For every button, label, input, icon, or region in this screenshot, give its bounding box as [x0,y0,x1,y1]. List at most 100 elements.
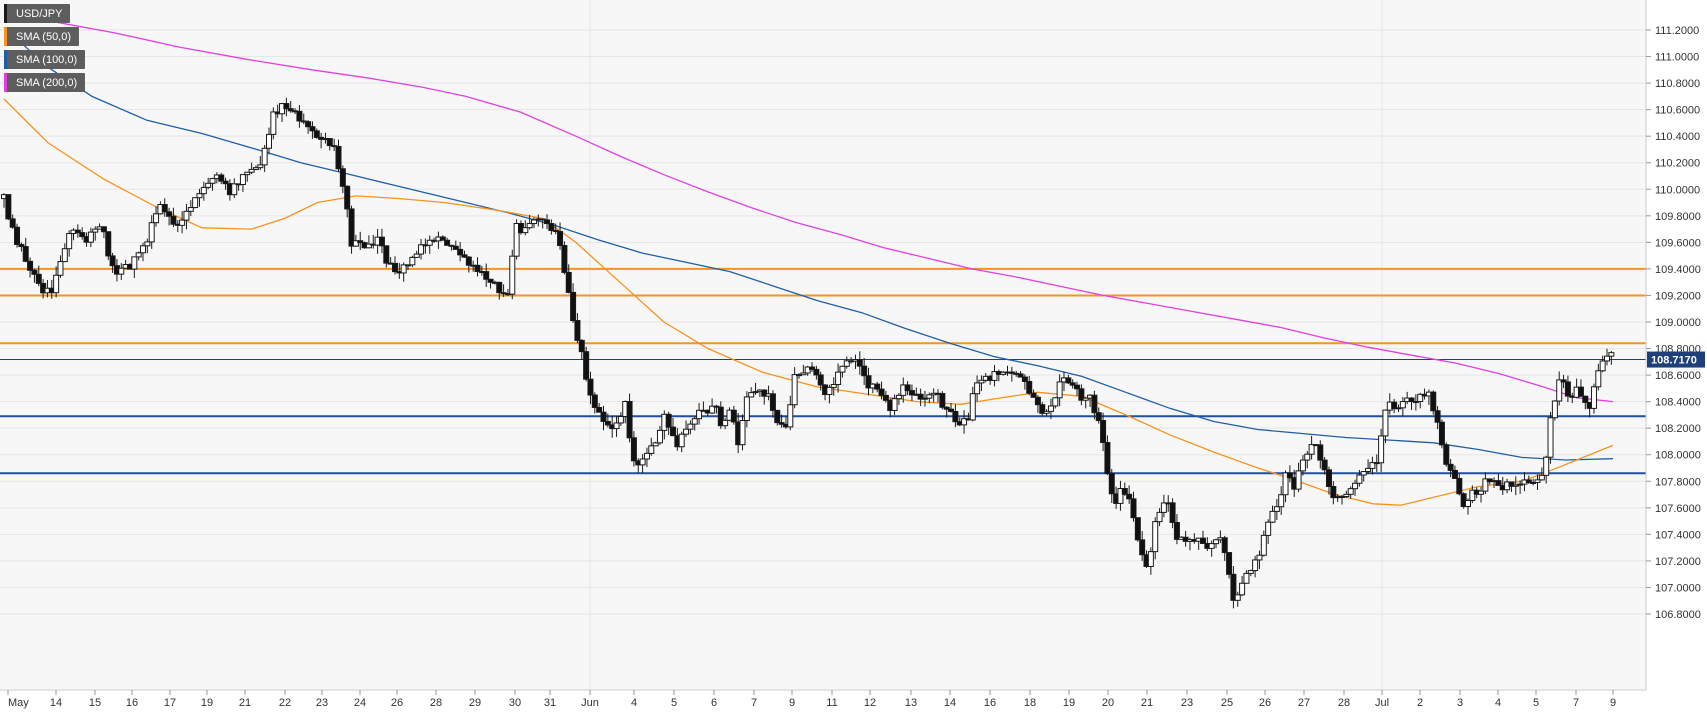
legend-label: SMA (100,0) [16,53,78,66]
candle-bull [205,182,212,188]
candle-bear [574,320,581,341]
candle-bear [561,245,568,273]
sma-200-line [3,9,1614,403]
candle-bull [722,419,729,427]
candle-bear [109,255,116,267]
legend-entry[interactable]: SMA (50,0) [4,27,80,46]
candle-bull [921,397,928,400]
candle-bear [1100,420,1107,444]
legend-label: USD/JPY [16,7,63,20]
time-tick-label: 13 [905,697,917,709]
candle-bull [656,429,663,444]
candle-bear [1034,396,1041,406]
candle-bull [1239,582,1246,596]
candle-bear [1169,502,1176,523]
candle-bull [153,213,160,224]
time-tick-label: 14 [944,697,956,709]
candle-bear [1226,552,1233,575]
price-tick-label: 110.8000 [1655,78,1700,90]
candle-bear [1582,395,1589,403]
candle-bear [487,278,494,283]
candle-bull [1399,401,1406,409]
candle-bear [1121,487,1128,495]
candle-bear [1408,397,1415,403]
legend-entry[interactable]: SMA (100,0) [4,50,86,69]
current-price-tag-box [1647,351,1705,368]
candle-bull [969,393,976,421]
legend-entry[interactable]: SMA (200,0) [4,73,86,92]
candle-bear [904,384,911,392]
candle-bull [743,396,750,422]
candle-bear [865,375,872,389]
candle-bull [1378,435,1385,464]
candle-bear [1430,391,1437,412]
candle-bull [526,223,533,229]
time-tick-label: 23 [1181,697,1193,709]
candle-bear [908,390,915,396]
candle-bull [57,261,64,276]
candle-bull [643,452,650,460]
candle-bear [383,245,390,264]
candle-bull [187,207,194,212]
candle-bull [426,239,433,246]
candle-bull [830,383,837,388]
moving-averages [3,9,1614,506]
candle-bear [161,204,168,213]
candle-bull [639,458,646,466]
candle-bull [1047,405,1054,412]
candle-bull [835,371,842,385]
time-tick-label: 25 [1221,697,1233,709]
time-tick-label: 12 [864,697,876,709]
candle-bull [826,386,833,395]
legend-swatch [4,27,7,46]
candle-bear [222,180,229,185]
candle-bull [1369,462,1376,469]
candle-bear [1091,394,1098,414]
candle-bear [1039,404,1046,414]
candle-bull [1547,417,1554,458]
candle-bull [179,219,186,226]
candle-bear [27,260,34,271]
candle-bear [357,240,364,244]
current-price-value: 108.7170 [1651,355,1697,367]
candle-bear [1577,386,1584,397]
time-tick-label: 30 [509,697,521,709]
candle-bull [1590,386,1597,409]
candle-bear [1017,373,1024,378]
candle-bear [309,126,316,132]
candle-bull [683,428,690,435]
candle-bear [1495,480,1502,486]
candle-bull [118,267,125,275]
candle-bear [496,281,503,294]
price-tick-label: 107.4000 [1655,529,1701,541]
candle-bear [1443,444,1450,465]
sma-50-line [3,98,1614,506]
candle-bull [678,433,685,448]
time-tick-label: 9 [1610,697,1616,709]
candle-bull [696,409,703,420]
candle-bull [131,256,138,270]
time-tick-label: 24 [354,697,366,709]
candle-bull [1082,397,1089,401]
candle-bull [53,274,60,294]
candle-bear [856,359,863,367]
time-tick-label: 27 [1298,697,1310,709]
candle-bull [1538,474,1545,481]
candle-bull [183,210,190,221]
candle-bear [9,218,16,228]
candle-bull [92,228,99,233]
time-tick-label: 11 [826,697,837,709]
candle-bear [22,246,29,262]
candle-bull [509,255,516,295]
candle-bull [1273,506,1280,512]
candle-bull [1234,594,1241,601]
legend-swatch [4,50,7,69]
time-tick-label: 22 [279,697,291,709]
candles [1,97,1615,609]
candle-bull [613,422,620,430]
candle-bull [791,374,798,406]
candle-bull [652,442,659,447]
candle-bull [135,252,142,258]
legend-entry[interactable]: USD/JPY [4,4,71,23]
